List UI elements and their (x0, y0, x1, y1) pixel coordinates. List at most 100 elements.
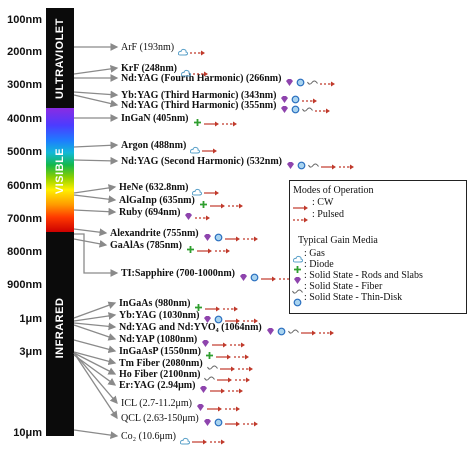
gas-icon (191, 183, 203, 201)
wavelength-label: 100nm (7, 14, 42, 26)
wavelength-label: 400nm (7, 113, 42, 125)
rods-icon (280, 101, 289, 119)
laser-label-ingaasp: InGaAsP (1550nm) (119, 346, 201, 357)
laser-label-ho-fiber: Ho Fiber (2100nm) (119, 369, 201, 380)
legend-thindisk-icon (293, 294, 302, 312)
wavelength-label: 300nm (7, 79, 42, 91)
wavelength-label: 1μm (19, 313, 42, 325)
laser-label-ingan: InGaN (405nm) (121, 113, 189, 124)
legend-cw-icon (293, 199, 309, 217)
rods-icon (201, 335, 210, 353)
cw-icon (217, 371, 233, 389)
rods-icon (280, 91, 289, 109)
pulsed-icon (228, 197, 244, 215)
laser-label-tm-fiber: Tm Fiber (2080nm) (119, 358, 203, 369)
legend-diode-icon (293, 261, 302, 279)
cw-icon (204, 184, 220, 202)
legend-pulsed-label: : Pulsed (312, 209, 344, 220)
legend-rods-icon (293, 272, 302, 290)
pulsed-icon (315, 102, 331, 120)
laser-label-ndyag-266: Nd:YAG (Fourth Harmonic) (266nm) (121, 73, 282, 84)
laser-label-ruby: Ruby (694nm) (119, 207, 181, 218)
pulsed-icon (243, 230, 259, 248)
visible-gradient (46, 108, 74, 232)
pulsed-icon (243, 415, 259, 433)
laser-label-ingaas: InGaAs (980nm) (119, 298, 191, 309)
wavelength-label: 800nm (7, 246, 42, 258)
rods-icon (203, 311, 212, 329)
rods-icon (266, 323, 275, 341)
pulsed-icon (302, 92, 318, 110)
diode-icon (193, 114, 202, 132)
pulsed-icon (238, 360, 254, 378)
cw-icon (301, 324, 317, 342)
pulsed-icon (230, 336, 246, 354)
rods-icon (203, 414, 212, 432)
thindisk-icon (250, 269, 259, 287)
pulsed-icon (215, 242, 231, 260)
fiber-icon (207, 359, 218, 377)
rods-icon (196, 399, 205, 417)
legend-thindisk-label: : Solid State - Thin-Disk (304, 292, 403, 303)
legend-pulsed-icon (293, 211, 309, 229)
legend-cw-label: : CW (312, 197, 334, 208)
wavelength-label: 10μm (13, 427, 42, 439)
pulsed-icon (190, 44, 206, 62)
fiber-icon (302, 101, 313, 119)
legend-gas-label: : Gas (304, 248, 325, 259)
diode-icon (199, 196, 208, 214)
gas-icon (177, 43, 189, 61)
thindisk-icon (297, 157, 306, 175)
thindisk-icon (214, 311, 223, 329)
wavelength-label: 600nm (7, 180, 42, 192)
rods-icon (239, 269, 248, 287)
cw-icon (202, 142, 218, 160)
legend-fiber-label: : Solid State - Fiber (304, 281, 383, 292)
cw-icon (210, 382, 226, 400)
laser-label-arf: ArF (193nm) (121, 42, 175, 53)
legend-fiber-icon (292, 283, 303, 301)
cw-icon (204, 115, 220, 133)
wavelength-label: 500nm (7, 146, 42, 158)
pulsed-icon (234, 348, 250, 366)
wavelength-label: 3μm (19, 346, 42, 358)
wavelength-label: 900nm (7, 279, 42, 291)
laser-label-ndyap: Nd:YAP (1080nm) (119, 334, 198, 345)
laser-label-qcl: QCL (2.63-150μm) (121, 413, 199, 424)
fiber-icon (307, 74, 318, 92)
legend-gain-title: Typical Gain Media (298, 235, 378, 246)
thindisk-icon (277, 323, 286, 341)
pulsed-icon (320, 75, 336, 93)
pulsed-icon (223, 300, 239, 318)
gas-icon (189, 141, 201, 159)
fiber-icon (288, 323, 299, 341)
pulsed-icon (195, 209, 211, 227)
pulsed-icon (235, 371, 251, 389)
thindisk-icon (296, 74, 305, 92)
laser-label-ndyag-1064: Nd:YAG and Nd:YVO₄ (1064nm) (119, 322, 262, 333)
laser-label-ybyag-1030: Yb:YAG (1030nm) (119, 310, 200, 321)
cw-icon (216, 348, 232, 366)
cw-icon (261, 270, 277, 288)
laser-label-hene: HeNe (632.8nm) (119, 182, 189, 193)
cw-icon (197, 242, 213, 260)
thindisk-icon (291, 101, 300, 119)
pulsed-icon (210, 433, 226, 451)
laser-label-argon: Argon (488nm) (121, 140, 187, 151)
rods-icon (199, 381, 208, 399)
cw-icon (220, 360, 236, 378)
rods-icon (184, 208, 193, 226)
laser-label-ndyag-355: Nd:YAG (Third Harmonic) (355nm) (121, 100, 277, 111)
cw-icon (225, 230, 241, 248)
fiber-icon (308, 157, 319, 175)
pulsed-icon (319, 324, 335, 342)
cw-icon (210, 197, 226, 215)
rods-icon (203, 229, 212, 247)
laser-label-ybyag-343: Yb:YAG (Third Harmonic) (343nm) (121, 90, 277, 101)
laser-label-eryag: Er:YAG (2.94μm) (119, 380, 196, 391)
legend-gas-icon (292, 250, 304, 268)
legend-diode-label: : Diode (304, 259, 334, 270)
thindisk-icon (214, 229, 223, 247)
